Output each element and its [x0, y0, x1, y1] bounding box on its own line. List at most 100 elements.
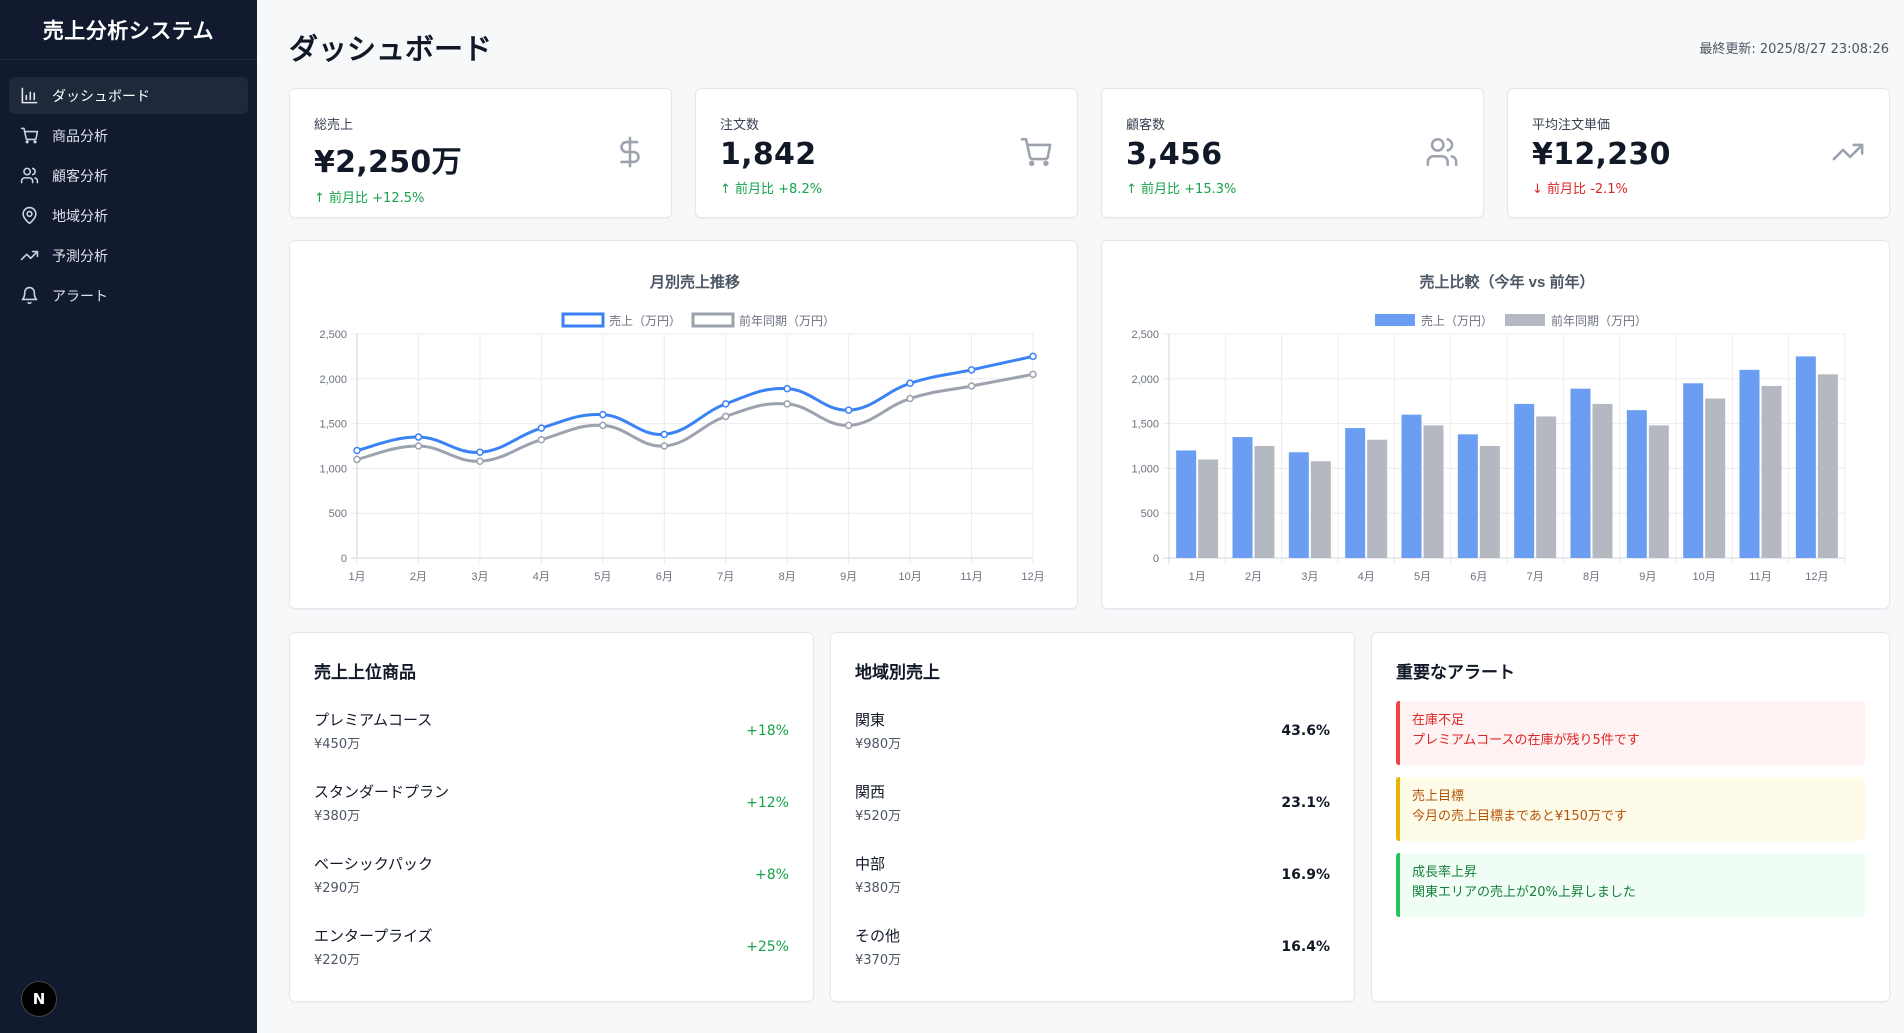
- x-tick-label: 7月: [717, 571, 734, 583]
- data-point: [476, 448, 484, 457]
- chart-title: 売上比較（今年 vs 前年）: [1419, 273, 1594, 291]
- alert-message: 関東エリアの売上が20%上昇しました: [1412, 885, 1636, 900]
- kpi-label: 総売上: [314, 118, 354, 133]
- y-tick-label: 2,000: [319, 374, 347, 386]
- region-share: 23.1%: [1281, 795, 1330, 811]
- alerts-title: 重要なアラート: [1396, 663, 1515, 683]
- bar-chart: 売上比較（今年 vs 前年） 売上（万円） 前年同期（万円） 0 500 1,000 1,5…: [1131, 273, 1846, 583]
- series-line: [356, 354, 1034, 454]
- y-tick-label: 0: [341, 553, 347, 565]
- bar: [1457, 434, 1478, 558]
- kpi-card-orders: 注文数 1,842 ↑ 前月比 +8.2%: [695, 88, 1078, 218]
- data-point: [414, 433, 423, 441]
- kpi-change: ↓ 前月比 -2.1%: [1532, 182, 1628, 197]
- x-tick-label: 10月: [1693, 571, 1716, 583]
- data-point: [721, 400, 730, 408]
- list-item: 関西 ¥520万 23.1%: [855, 781, 1330, 853]
- data-point: [476, 457, 484, 465]
- product-sales: ¥380万: [314, 809, 361, 824]
- data-point: [599, 410, 607, 419]
- cart-icon: [18, 125, 40, 147]
- x-tick-label: 6月: [656, 571, 673, 583]
- sidebar-item-dashboard[interactable]: ダッシュボード: [9, 77, 248, 114]
- legend-label: 前年同期（万円）: [1551, 313, 1647, 328]
- alert-item[interactable]: 成長率上昇 関東エリアの売上が20%上昇しました: [1396, 853, 1865, 917]
- bar: [1648, 425, 1669, 558]
- alert-item[interactable]: 売上目標 今月の売上目標まであと¥150万です: [1396, 777, 1865, 841]
- main-content: ダッシュボード 最終更新: 2025/8/27 23:08:26 総売上 ¥2,…: [257, 0, 1904, 1033]
- sidebar-item-regions[interactable]: 地域分析: [9, 197, 248, 234]
- sidebar-item-products[interactable]: 商品分析: [9, 117, 248, 154]
- kpi-card-customers: 顧客数 3,456 ↑ 前月比 +15.3%: [1101, 88, 1484, 218]
- regions-title: 地域別売上: [855, 663, 940, 683]
- trending-up-icon: [18, 245, 40, 267]
- bar: [1198, 459, 1219, 558]
- product-growth: +18%: [746, 723, 789, 739]
- data-point: [844, 421, 853, 430]
- bar: [1570, 388, 1591, 558]
- y-tick-label: 1,000: [1131, 463, 1159, 475]
- x-tick-label: 12月: [1021, 571, 1044, 583]
- legend-label: 前年同期（万円）: [739, 313, 835, 328]
- sidebar-item-label: 地域分析: [52, 208, 108, 225]
- data-point: [660, 442, 669, 450]
- bar: [1367, 439, 1388, 558]
- x-tick-label: 11月: [960, 571, 982, 583]
- x-tick-label: 12月: [1805, 571, 1828, 583]
- alert-item[interactable]: 在庫不足 プレミアムコースの在庫が残り5件です: [1396, 701, 1865, 765]
- alert-message: プレミアムコースの在庫が残り5件です: [1412, 733, 1640, 748]
- data-point: [353, 455, 361, 464]
- x-tick-label: 11月: [1749, 571, 1771, 583]
- region-name: 関東: [855, 711, 886, 729]
- product-sales: ¥290万: [314, 881, 361, 896]
- y-tick-label: 1,500: [1131, 419, 1159, 431]
- bar: [1536, 416, 1557, 558]
- region-share: 16.9%: [1281, 867, 1330, 883]
- app-title: 売上分析システム: [42, 18, 215, 43]
- users-icon: [18, 165, 40, 187]
- sidebar-header: 売上分析システム: [0, 0, 257, 60]
- x-tick-label: 10月: [898, 571, 921, 583]
- product-growth: +8%: [755, 867, 789, 883]
- bar: [1401, 414, 1422, 558]
- sidebar-item-label: アラート: [52, 288, 108, 305]
- x-tick-label: 3月: [1301, 571, 1318, 583]
- top-products-card: 売上上位商品 プレミアムコース ¥450万 +18% スタンダードプラン ¥38…: [289, 632, 814, 1002]
- kpi-value: ¥2,250万: [314, 145, 462, 180]
- chart-title: 月別売上推移: [649, 273, 740, 291]
- bar: [1232, 437, 1253, 558]
- y-tick-label: 500: [329, 508, 347, 520]
- data-point: [414, 442, 423, 450]
- y-tick-label: 2,500: [319, 329, 347, 341]
- data-point: [1029, 352, 1037, 361]
- kpi-change: ↑ 前月比 +15.3%: [1126, 182, 1237, 197]
- region-name: 中部: [855, 855, 886, 873]
- bar: [1683, 383, 1704, 558]
- dev-badge[interactable]: N: [21, 981, 57, 1017]
- bell-icon: [18, 285, 40, 307]
- alert-title: 成長率上昇: [1412, 865, 1478, 880]
- sidebar-item-alerts[interactable]: アラート: [9, 277, 248, 314]
- x-tick-label: 7月: [1527, 571, 1544, 583]
- sidebar-item-label: 商品分析: [52, 128, 108, 145]
- bar: [1817, 374, 1838, 558]
- data-point: [1029, 370, 1037, 379]
- legend-label: 売上（万円）: [609, 313, 681, 328]
- kpi-card-total-sales: 総売上 ¥2,250万 ↑ 前月比 +12.5%: [289, 88, 672, 218]
- sidebar-item-forecast[interactable]: 予測分析: [9, 237, 248, 274]
- sidebar-item-label: ダッシュボード: [52, 88, 150, 105]
- kpi-label: 顧客数: [1126, 118, 1166, 133]
- y-tick-label: 1,000: [319, 463, 347, 475]
- bar: [1705, 398, 1726, 558]
- y-tick-label: 2,500: [1131, 329, 1159, 341]
- legend-swatch: [691, 312, 735, 328]
- region-share: 43.6%: [1281, 723, 1330, 739]
- region-sales: ¥520万: [855, 809, 902, 824]
- kpi-change: ↑ 前月比 +12.5%: [314, 191, 425, 206]
- data-point: [599, 421, 607, 430]
- sidebar-item-label: 予測分析: [52, 248, 108, 265]
- list-item: エンタープライズ ¥220万 +25%: [314, 925, 789, 997]
- sidebar-item-customers[interactable]: 顧客分析: [9, 157, 248, 194]
- data-point: [537, 435, 546, 444]
